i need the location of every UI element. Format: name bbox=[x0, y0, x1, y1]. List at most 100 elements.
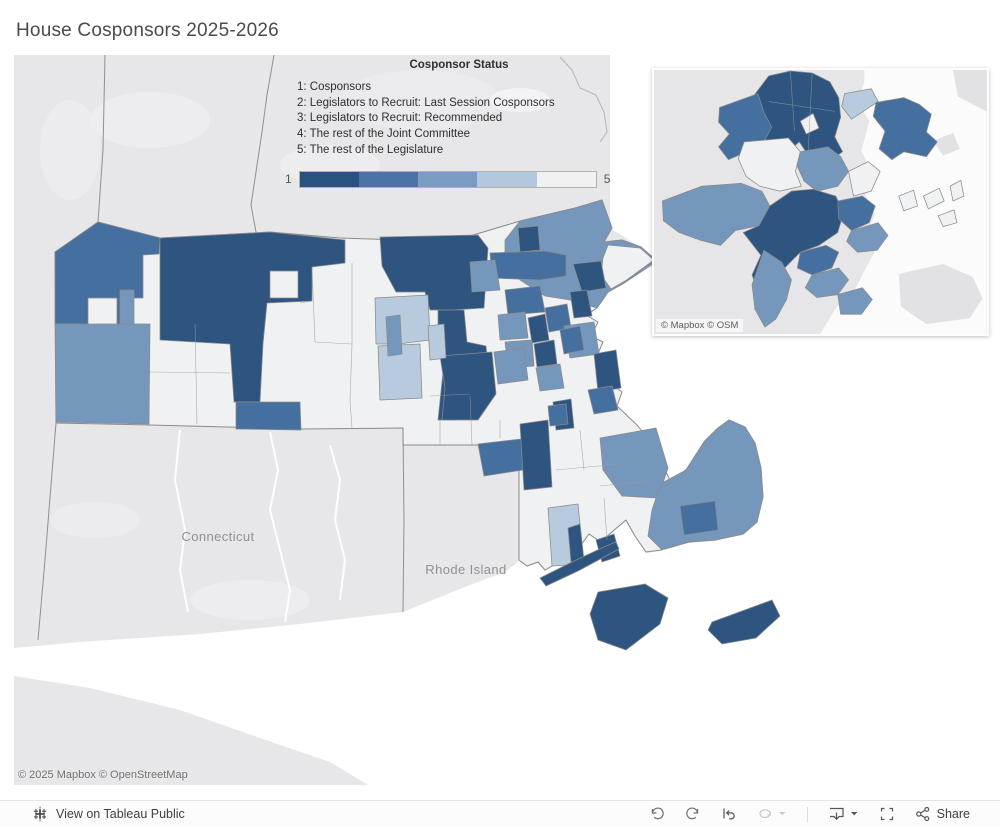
map-district-category-1[interactable] bbox=[593, 349, 622, 393]
map-district-category-5[interactable] bbox=[848, 161, 881, 197]
map-district-category-1[interactable] bbox=[539, 541, 620, 587]
map-district-category-1[interactable] bbox=[527, 313, 550, 344]
legend-item-3: 3: Legislators to Recruit: Recommended bbox=[297, 112, 503, 125]
legend-title: Cosponsor Status bbox=[409, 59, 509, 71]
map-district-category-2[interactable] bbox=[547, 403, 569, 427]
map-district-category-2[interactable] bbox=[504, 285, 546, 316]
state-label: Connecticut bbox=[181, 529, 254, 544]
map-district-category-4[interactable] bbox=[377, 343, 423, 401]
map-district-category-1[interactable] bbox=[533, 339, 558, 368]
refresh-button[interactable] bbox=[747, 801, 797, 827]
district-boundary bbox=[349, 343, 353, 429]
map-district-category-3[interactable] bbox=[662, 182, 771, 246]
district-boundary bbox=[469, 395, 473, 446]
view-on-tableau-public-link[interactable]: View on Tableau Public bbox=[56, 807, 185, 821]
water bbox=[640, 412, 730, 481]
map-district-category-1[interactable] bbox=[707, 599, 781, 645]
map-district-category-1[interactable] bbox=[589, 583, 669, 651]
fullscreen-button[interactable] bbox=[869, 801, 905, 827]
download-button[interactable] bbox=[818, 801, 869, 827]
state-border bbox=[37, 422, 57, 641]
map-district-category-2[interactable] bbox=[235, 401, 302, 431]
map-district-category-3[interactable] bbox=[493, 347, 529, 385]
map-district-category-2[interactable] bbox=[587, 385, 619, 415]
map-district-category-5[interactable] bbox=[269, 270, 299, 299]
basemap-texture bbox=[50, 502, 140, 538]
legend-ramp-segment-4 bbox=[477, 171, 537, 187]
map-district-category-1[interactable] bbox=[519, 419, 553, 491]
basemap-texture bbox=[933, 133, 960, 156]
map-district-category-1[interactable] bbox=[159, 231, 346, 403]
district-boundary bbox=[603, 497, 608, 541]
map-district-category-2[interactable] bbox=[837, 195, 876, 231]
district-boundary bbox=[429, 393, 471, 397]
inset-map-boston[interactable]: © Mapbox © OSM bbox=[652, 68, 989, 336]
page-title: House Cosponsors 2025-2026 bbox=[16, 20, 279, 41]
state-border bbox=[97, 55, 106, 223]
map-district-category-2[interactable] bbox=[559, 325, 585, 355]
state-border bbox=[250, 55, 275, 233]
revert-button[interactable] bbox=[711, 801, 747, 827]
map-district-category-4[interactable] bbox=[374, 294, 431, 345]
tableau-toolbar: View on Tableau Public bbox=[0, 800, 1000, 827]
map-district-category-4[interactable] bbox=[841, 88, 879, 120]
map-district-category-1[interactable] bbox=[569, 289, 593, 319]
map-district-category-5[interactable] bbox=[737, 137, 802, 192]
map-district-category-3[interactable] bbox=[54, 323, 151, 425]
legend-ramp-segment-2 bbox=[358, 171, 419, 187]
map-district-category-3[interactable] bbox=[647, 419, 764, 550]
map-district-category-3[interactable] bbox=[837, 287, 873, 315]
map-district-category-3[interactable] bbox=[846, 222, 889, 253]
map-district-category-4[interactable] bbox=[427, 323, 447, 361]
map-district-category-5[interactable] bbox=[923, 187, 945, 210]
district-boundary bbox=[579, 429, 585, 471]
map-district-category-1[interactable] bbox=[572, 260, 607, 293]
river bbox=[559, 56, 608, 143]
map-district-category-2[interactable] bbox=[872, 97, 938, 161]
share-button[interactable]: Share bbox=[905, 801, 980, 827]
basemap-texture bbox=[40, 100, 100, 200]
basemap-texture bbox=[90, 92, 210, 148]
legend-color-ramp: 1 5 bbox=[285, 170, 635, 188]
legend-item-2: 2: Legislators to Recruit: Last Session … bbox=[297, 96, 555, 109]
map-district-category-3[interactable] bbox=[751, 249, 792, 328]
district-boundary bbox=[311, 266, 316, 343]
map-district-category-2[interactable] bbox=[489, 250, 567, 281]
legend-ramp-segment-3 bbox=[418, 171, 478, 187]
map-district-category-3[interactable] bbox=[535, 363, 565, 392]
inset-map-svg[interactable] bbox=[654, 70, 987, 334]
map-district-category-5[interactable] bbox=[949, 179, 965, 202]
district-boundary bbox=[194, 323, 198, 425]
legend-max-label: 5 bbox=[603, 172, 611, 187]
map-district-category-1[interactable] bbox=[439, 351, 497, 421]
map-district-category-5[interactable] bbox=[937, 209, 958, 227]
map-district-category-2[interactable] bbox=[796, 244, 840, 276]
map-district-category-3[interactable] bbox=[497, 311, 529, 341]
legend-ramp-segment-5 bbox=[536, 171, 596, 187]
map-district-category-2[interactable] bbox=[679, 500, 719, 536]
district-boundary bbox=[299, 300, 313, 304]
basemap-texture bbox=[490, 88, 550, 112]
district-boundary bbox=[314, 341, 353, 345]
state-label: Rhode Island bbox=[425, 562, 506, 577]
legend-min-label: 1 bbox=[285, 172, 292, 187]
river bbox=[329, 444, 347, 601]
district-boundary bbox=[599, 480, 649, 487]
map-district-category-5[interactable] bbox=[898, 189, 918, 212]
redo-button[interactable] bbox=[675, 801, 711, 827]
river bbox=[173, 429, 189, 613]
map-district-category-3[interactable] bbox=[119, 289, 135, 325]
basemap-texture bbox=[952, 70, 987, 112]
map-attribution: © 2025 Mapbox © OpenStreetMap bbox=[18, 769, 188, 781]
map-district-category-1[interactable] bbox=[517, 225, 541, 253]
legend-items: 1: Cosponsors 2: Legislators to Recruit:… bbox=[297, 80, 635, 159]
toolbar-left[interactable]: View on Tableau Public bbox=[32, 806, 185, 822]
map-district-category-3[interactable] bbox=[469, 259, 501, 293]
map-district-category-3[interactable] bbox=[796, 146, 849, 192]
map-district-category-3[interactable] bbox=[385, 314, 403, 357]
undo-button[interactable] bbox=[639, 801, 675, 827]
map-district-category-5[interactable] bbox=[600, 244, 655, 290]
legend-ramp-bar bbox=[298, 170, 597, 188]
district-boundary bbox=[555, 463, 621, 471]
